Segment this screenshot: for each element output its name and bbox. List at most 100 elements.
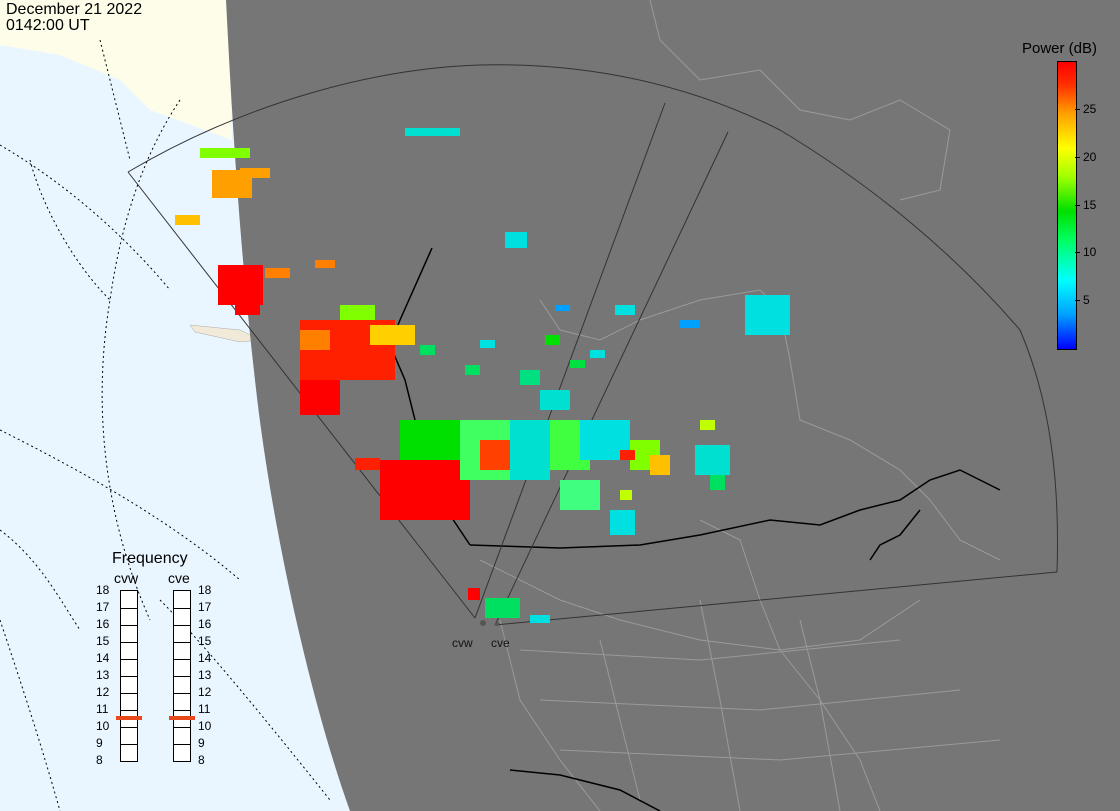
freq-scale-label-right: 10 [198, 719, 212, 733]
freq-scale-label-left: 17 [96, 600, 110, 614]
freq-scale-label-left: 15 [96, 634, 110, 648]
colorbar-tick-label: 5 [1083, 293, 1090, 308]
colorbar-tick-label: 25 [1083, 101, 1097, 116]
radar-data-cell [545, 335, 560, 345]
freq-gridline [174, 693, 190, 694]
freq-scale-label-right: 12 [198, 685, 212, 699]
radar-data-cell [265, 268, 290, 278]
freq-gridline [121, 659, 137, 660]
radar-data-cell [218, 265, 263, 305]
radar-data-cell [485, 598, 520, 618]
cve-site-marker [495, 622, 499, 626]
freq-gridline [174, 710, 190, 711]
colorbar-tick-mark [1075, 156, 1080, 158]
freq-gridline [121, 608, 137, 609]
freq-scale-label-left: 11 [96, 702, 109, 716]
colorbar-tick-label: 15 [1083, 197, 1097, 212]
radar-data-cell [175, 215, 200, 225]
radar-data-cell [405, 128, 460, 136]
freq-scale-label-right: 9 [198, 736, 205, 750]
freq-gridline [121, 642, 137, 643]
radar-data-cell [540, 390, 570, 410]
radar-data-cell [370, 325, 415, 345]
radar-data-cell [555, 305, 570, 311]
radar-data-cell [340, 305, 375, 320]
radar-data-cell [710, 475, 725, 490]
freq-gridline [174, 727, 190, 728]
radar-data-cell [620, 490, 632, 500]
freq-scale-label-right: 16 [198, 617, 212, 631]
radar-data-cell [468, 588, 480, 600]
radar-data-cell [235, 305, 260, 315]
coastlines [479, 0, 1001, 811]
freq-gridline [121, 710, 137, 711]
freq-gridline [121, 625, 137, 626]
freq-scale-label-right: 13 [198, 668, 212, 682]
freq-scale-label-left: 16 [96, 617, 110, 631]
radar-data-cell [650, 455, 670, 475]
site-label-cve: cve [491, 636, 510, 650]
colorbar-tick-mark [1075, 204, 1080, 206]
freq-gridline [174, 642, 190, 643]
radar-data-cell [745, 295, 790, 335]
alaska-day-land [0, 0, 240, 140]
freq-marker-cve [169, 715, 195, 720]
radar-data-cell [380, 460, 470, 520]
freq-column-cve [173, 590, 191, 762]
frequency-title: Frequency [112, 550, 188, 567]
radar-data-cells [175, 128, 790, 623]
radar-data-cell [300, 330, 330, 350]
freq-gridline [121, 727, 137, 728]
freq-label-cvw: cvw [114, 570, 139, 586]
freq-scale-label-right: 17 [198, 600, 212, 614]
radar-data-cell [610, 510, 635, 535]
radar-data-cell [700, 420, 715, 430]
radar-data-cell [590, 350, 605, 358]
radar-data-cell [505, 232, 527, 248]
radar-data-cell [355, 458, 380, 470]
radar-data-cell [520, 370, 540, 385]
radar-data-cell [560, 480, 600, 510]
freq-gridline [174, 744, 190, 745]
freq-scale-label-right: 15 [198, 634, 212, 648]
power-colorbar [1057, 61, 1077, 350]
radar-data-cell [510, 420, 550, 480]
freq-gridline [174, 625, 190, 626]
freq-gridline [121, 744, 137, 745]
freq-scale-label-left: 13 [96, 668, 110, 682]
radar-data-cell [695, 445, 730, 475]
radar-data-cell [240, 168, 270, 178]
colorbar-tick-mark [1075, 108, 1080, 110]
freq-scale-label-left: 12 [96, 685, 110, 699]
freq-gridline [174, 608, 190, 609]
cvw-site-marker [480, 620, 486, 626]
freq-scale-label-left: 9 [96, 736, 103, 750]
colorbar-tick-label: 20 [1083, 149, 1097, 164]
night-terminator-region [226, 0, 1120, 811]
colorbar-tick-mark [1075, 300, 1080, 302]
aleutian-island [189, 324, 261, 343]
radar-data-cell [200, 148, 250, 158]
freq-scale-label-right: 11 [198, 702, 211, 716]
freq-gridline [174, 676, 190, 677]
freq-scale-label-left: 8 [96, 753, 103, 767]
radar-data-cell [530, 615, 550, 623]
freq-scale-label-left: 18 [96, 583, 110, 597]
freq-gridline [121, 693, 137, 694]
freq-scale-label-right: 18 [198, 583, 212, 597]
radar-data-cell [680, 320, 700, 328]
date-title: December 21 2022 [6, 1, 143, 18]
freq-scale-label-right: 14 [198, 651, 212, 665]
radar-data-cell [420, 345, 435, 355]
site-label-cvw: cvw [452, 636, 473, 650]
freq-column-cvw [120, 590, 138, 762]
radar-data-cell [480, 340, 495, 348]
radar-data-cell [620, 450, 635, 460]
freq-gridline [121, 676, 137, 677]
colorbar-tick-label: 10 [1083, 245, 1097, 260]
freq-scale-label-left: 10 [96, 719, 110, 733]
radar-data-cell [615, 305, 635, 315]
freq-scale-label-left: 14 [96, 651, 110, 665]
freq-marker-cvw [116, 715, 142, 720]
radar-data-cell [570, 360, 585, 368]
